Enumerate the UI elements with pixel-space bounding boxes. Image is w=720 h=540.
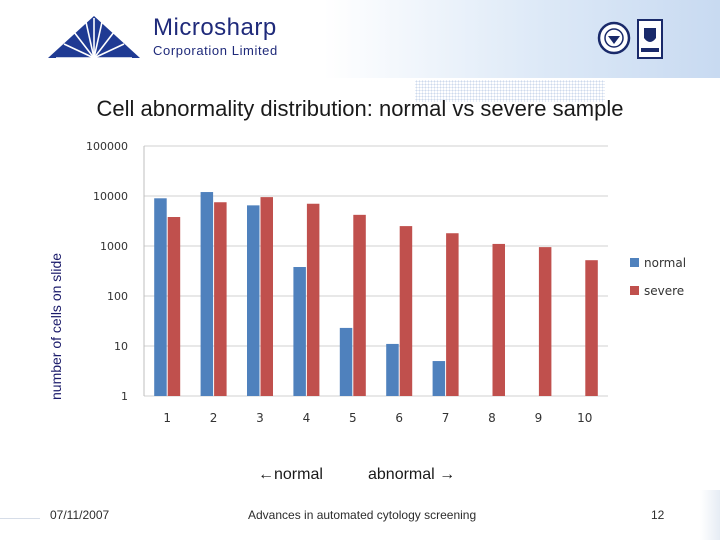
x-tick-label: 2 bbox=[210, 411, 218, 425]
bar-normal-7 bbox=[432, 361, 446, 396]
decorative-dot-band bbox=[415, 80, 605, 102]
page-number: 12 bbox=[651, 508, 665, 522]
bar-severe-5 bbox=[353, 214, 366, 396]
footer-rule bbox=[0, 518, 40, 519]
y-tick-label: 10000 bbox=[93, 190, 128, 203]
legend-swatch-normal bbox=[630, 258, 639, 267]
bar-normal-6 bbox=[386, 343, 399, 396]
footer-date: 07/11/2007 bbox=[50, 508, 110, 522]
microsharp-logo bbox=[48, 16, 140, 59]
bar-severe-9 bbox=[538, 247, 552, 396]
footer-corner-fade bbox=[700, 490, 720, 540]
x-tick-label: 10 bbox=[577, 411, 592, 425]
y-tick-label: 10 bbox=[114, 340, 128, 353]
x-tick-label: 3 bbox=[256, 411, 264, 425]
legend-label-normal: normal bbox=[644, 256, 686, 270]
slide-title: Cell abnormality distribution: normal vs… bbox=[96, 96, 624, 121]
bar-normal-4 bbox=[293, 267, 306, 396]
x-tick-label: 7 bbox=[442, 411, 450, 425]
bar-normal-5 bbox=[339, 327, 353, 396]
bar-severe-6 bbox=[399, 226, 413, 396]
y-tick-label: 100 bbox=[107, 290, 128, 303]
y-tick-label: 100000 bbox=[86, 140, 128, 153]
bar-normal-1 bbox=[154, 198, 167, 396]
legend-swatch-severe bbox=[630, 286, 639, 295]
y-tick-label: 1000 bbox=[100, 240, 128, 253]
bar-severe-4 bbox=[306, 203, 320, 396]
x-tick-label: 9 bbox=[535, 411, 543, 425]
y-tick-label: 1 bbox=[121, 390, 128, 403]
bar-normal-3 bbox=[247, 205, 260, 396]
bar-normal-2 bbox=[200, 192, 214, 396]
x-tick-label: 6 bbox=[395, 411, 403, 425]
legend-label-severe: severe bbox=[644, 284, 684, 298]
x-caption-abnormal: abnormal → bbox=[368, 466, 456, 483]
certification-badges bbox=[597, 19, 663, 59]
bar-severe-1 bbox=[167, 217, 181, 396]
bar-severe-2 bbox=[214, 202, 227, 396]
x-tick-label: 1 bbox=[163, 411, 171, 425]
bar-severe-10 bbox=[585, 260, 598, 396]
bar-severe-8 bbox=[492, 243, 505, 396]
bar-severe-3 bbox=[260, 197, 273, 396]
bar-chart: 1 10 100 1000 10000 100000 1 2 3 4 5 6 7 8 9 10 normal se… bbox=[86, 140, 686, 425]
footer-title: Advances in automated cytology screening bbox=[248, 508, 477, 522]
x-tick-label: 5 bbox=[349, 411, 357, 425]
x-caption-normal: ←normal bbox=[258, 466, 323, 483]
x-tick-label: 8 bbox=[488, 411, 496, 425]
company-name: Microsharp bbox=[153, 14, 277, 41]
bar-severe-7 bbox=[446, 233, 459, 396]
x-tick-label: 4 bbox=[303, 411, 311, 425]
company-subtitle: Corporation Limited bbox=[153, 43, 278, 58]
